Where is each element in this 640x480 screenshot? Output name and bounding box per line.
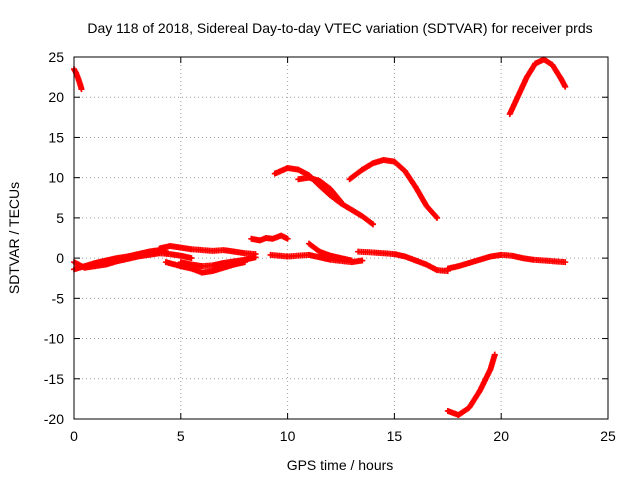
- data-point-markers: [346, 156, 441, 221]
- data-point-markers: [162, 259, 248, 276]
- grid-lines: [74, 57, 608, 419]
- data-point-markers: [444, 251, 569, 272]
- x-tick-label: 20: [493, 428, 509, 444]
- series-track-5: [156, 243, 259, 258]
- series-track-16: [444, 351, 498, 418]
- y-tick-label: -5: [52, 290, 65, 306]
- series-track-4: [162, 259, 248, 276]
- x-tick-label: 0: [70, 428, 78, 444]
- axis-ticks: 0 5 10 15 20 25 -20 -15 -10 -5 0 5 10 15 20 25: [44, 49, 616, 444]
- data-point-markers: [444, 351, 498, 418]
- x-tick-label: 5: [177, 428, 185, 444]
- series-track-13: [295, 174, 344, 205]
- y-tick-label: 5: [56, 210, 64, 226]
- x-tick-label: 10: [280, 428, 296, 444]
- series-track-14: [346, 156, 441, 221]
- data-point-markers: [177, 254, 259, 270]
- y-tick-label: -20: [44, 411, 64, 427]
- series-track-9: [305, 240, 355, 264]
- data-point-markers: [71, 66, 85, 93]
- series-track-7: [248, 232, 291, 244]
- series-track-10: [355, 248, 451, 274]
- plot-frame: [73, 56, 609, 420]
- y-tick-label: 10: [48, 170, 64, 186]
- y-tick-label: -15: [44, 371, 64, 387]
- data-point-markers: [305, 240, 355, 264]
- y-tick-label: 15: [48, 129, 64, 145]
- y-axis-label: SDTVAR / TECUs: [6, 182, 22, 294]
- y-tick-label: 25: [48, 49, 64, 65]
- x-tick-label: 25: [600, 428, 616, 444]
- series-track-3: [71, 247, 171, 273]
- series-track-11: [444, 251, 569, 272]
- y-tick-label: 0: [56, 250, 64, 266]
- data-series: [71, 56, 569, 418]
- x-axis-label: GPS time / hours: [287, 457, 394, 473]
- data-point-markers: [248, 232, 291, 244]
- chart-title: Day 118 of 2018, Sidereal Day-to-day VTE…: [87, 20, 592, 36]
- x-tick-label: 15: [387, 428, 403, 444]
- data-point-markers: [156, 243, 259, 258]
- series-track-1: [71, 66, 85, 93]
- data-point-markers: [295, 174, 344, 205]
- data-point-markers: [506, 56, 569, 118]
- series-track-15: [506, 56, 569, 118]
- data-point-markers: [355, 248, 451, 274]
- y-tick-label: -10: [44, 331, 64, 347]
- series-track-6: [177, 254, 259, 270]
- y-tick-label: 20: [48, 89, 64, 105]
- data-point-markers: [71, 247, 171, 273]
